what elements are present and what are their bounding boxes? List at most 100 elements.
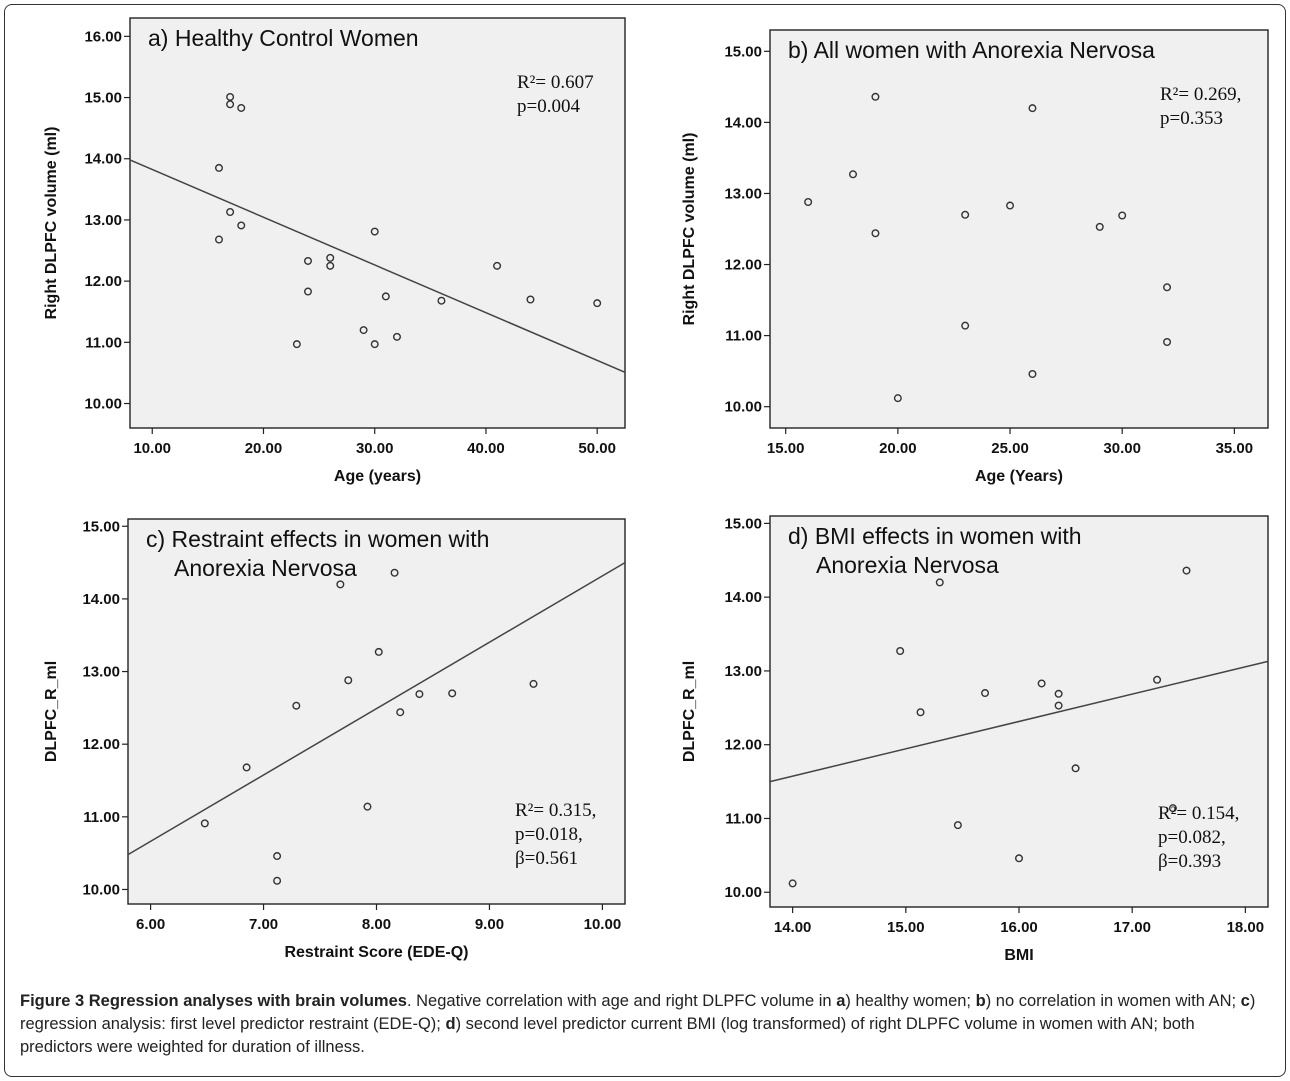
data-point	[326, 261, 335, 270]
chart-c: 10.00 11.00 12.00 13.00 14.00 15.00 6.00 7.00 8.…	[43, 518, 626, 961]
x-tick-label: 10.00	[133, 440, 171, 457]
data-point	[292, 340, 301, 349]
y-tick-label: 12.00	[82, 736, 120, 753]
data-point	[326, 253, 335, 262]
data-point	[273, 876, 282, 885]
x-tick-label: 8.00	[362, 916, 391, 933]
stats-annotation: p=0.004	[517, 96, 580, 117]
y-tick-label: 13.00	[84, 212, 122, 229]
x-tick-label: 14.00	[774, 919, 812, 936]
data-point	[226, 92, 235, 101]
data-point	[1037, 679, 1046, 688]
x-tick-label: 17.00	[1113, 919, 1151, 936]
y-tick-label: 12.00	[84, 273, 122, 290]
panel-c: 10.00 11.00 12.00 13.00 14.00 15.00 6.00 7.00 8.…	[10, 505, 635, 983]
data-point	[1118, 211, 1127, 220]
y-tick-label: 13.00	[82, 664, 120, 681]
x-tick-label: 25.00	[991, 440, 1029, 457]
x-axis-label: Restraint Score (EDE-Q)	[284, 944, 468, 961]
data-point	[415, 690, 424, 699]
x-tick-label: 18.00	[1227, 919, 1265, 936]
x-tick-label: 15.00	[887, 919, 925, 936]
caption-title: Figure 3 Regression analyses with brain …	[20, 992, 407, 1010]
x-tick-label: 15.00	[767, 440, 805, 457]
data-point	[871, 229, 880, 238]
plot-area	[129, 17, 626, 429]
data-point	[237, 103, 246, 112]
regression-line	[127, 561, 626, 856]
data-point	[1028, 369, 1037, 378]
x-tick-label: 16.00	[1000, 919, 1038, 936]
data-point	[437, 296, 446, 305]
stats-annotation: R²= 0.607	[517, 72, 594, 93]
data-point	[1182, 566, 1191, 575]
y-tick-label: 14.00	[724, 114, 762, 131]
y-tick-label: 14.00	[84, 151, 122, 168]
data-point	[1015, 854, 1024, 863]
x-axis-label: BMI	[1004, 947, 1033, 964]
data-point	[788, 879, 797, 888]
figure-frame	[4, 4, 1286, 1077]
data-point	[1163, 338, 1172, 347]
y-tick-label: 14.00	[724, 589, 762, 606]
y-tick-label: 10.00	[84, 396, 122, 413]
x-tick-label: 35.00	[1216, 440, 1254, 457]
data-point	[448, 689, 457, 698]
caption-panel-letter: b	[975, 992, 986, 1010]
caption-text: . Negative correlation with age and righ…	[406, 992, 837, 1010]
x-axis-label: Age (Years)	[975, 468, 1063, 485]
data-point	[916, 708, 925, 717]
figure-caption: Figure 3 Regression analyses with brain …	[20, 990, 1270, 1059]
data-point	[381, 292, 390, 301]
y-tick-label: 11.00	[725, 810, 762, 827]
caption-text: ) second level predictor current BMI (lo…	[20, 1015, 1195, 1056]
y-tick-label: 15.00	[724, 515, 762, 532]
plot-area	[769, 29, 1269, 429]
data-point	[953, 821, 962, 830]
chart-a: 10.00 11.00 12.00 13.00 14.00 15.00 16.00 10.00…	[43, 17, 626, 485]
caption-panel-letter: a	[836, 992, 846, 1010]
data-point	[593, 299, 602, 308]
y-tick-label: 15.00	[82, 518, 120, 535]
data-point	[1028, 104, 1037, 113]
y-tick-label: 10.00	[724, 399, 762, 416]
y-tick-label: 10.00	[724, 884, 762, 901]
data-point	[214, 163, 223, 172]
y-tick-label: 12.00	[724, 257, 762, 274]
panel-title: Anorexia Nervosa	[816, 552, 999, 578]
panel-title: b) All women with Anorexia Nervosa	[788, 37, 1155, 63]
data-point	[961, 321, 970, 330]
data-point	[303, 256, 312, 265]
data-point	[1054, 701, 1063, 710]
y-tick-label: 10.00	[82, 881, 120, 898]
data-point	[871, 92, 880, 101]
stats-annotation: β=0.393	[1158, 851, 1221, 872]
data-point	[336, 580, 345, 589]
data-point	[200, 819, 209, 828]
y-tick-label: 13.00	[724, 185, 762, 202]
data-point	[1153, 675, 1162, 684]
data-point	[370, 340, 379, 349]
x-tick-label: 50.00	[578, 440, 616, 457]
y-tick-label: 12.00	[724, 737, 762, 754]
stats-annotation: p=0.018,	[515, 824, 583, 845]
data-point	[214, 235, 223, 244]
caption-text: ) regression analysis: first level predi…	[20, 992, 1256, 1033]
data-point	[1168, 804, 1177, 813]
y-axis-label: Right DLPFC volume (ml)	[43, 127, 60, 320]
x-axis-label: Age (years)	[334, 468, 421, 485]
data-point	[1006, 201, 1015, 210]
data-point	[1054, 689, 1063, 698]
data-point	[893, 394, 902, 403]
y-axis-label: Right DLPFC volume (ml)	[681, 133, 698, 326]
data-point	[804, 197, 813, 206]
y-tick-label: 11.00	[725, 328, 762, 345]
stats-annotation: R²= 0.154,	[1158, 803, 1239, 824]
y-tick-label: 15.00	[84, 90, 122, 107]
regression-line	[769, 660, 1269, 783]
caption-panel-letter: d	[445, 1015, 456, 1033]
y-tick-label: 11.00	[83, 809, 120, 826]
stats-annotation: β=0.561	[515, 848, 578, 869]
panel-d: 10.00 11.00 12.00 13.00 14.00 15.00 14.00 15.00…	[648, 505, 1278, 983]
data-point	[396, 708, 405, 717]
